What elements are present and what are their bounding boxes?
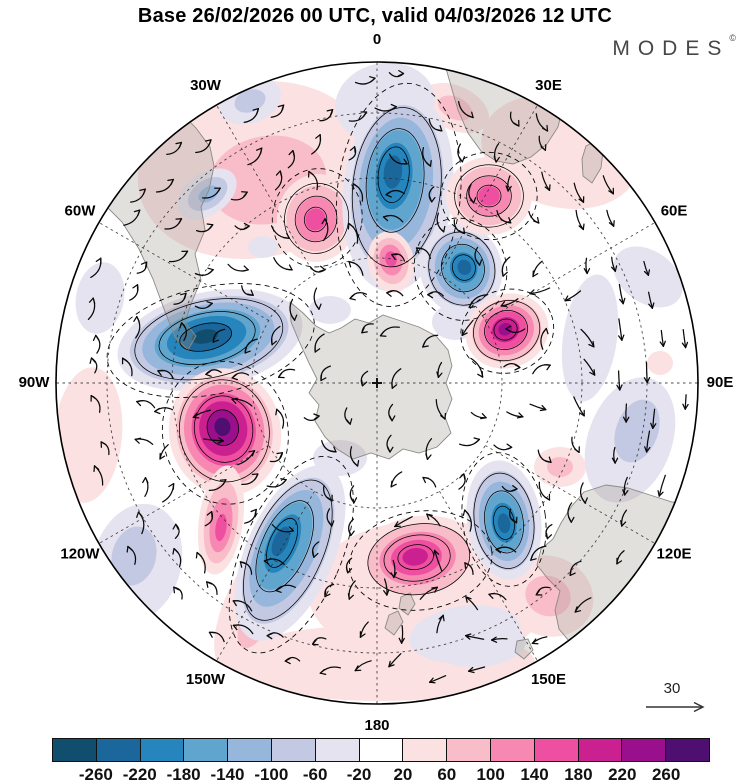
- colorbar-cell-10: [490, 739, 535, 761]
- land-antarctica: [289, 300, 453, 460]
- longitude-label-150W: 150W: [186, 671, 226, 688]
- map-rim: [55, 61, 699, 705]
- longitude-label-30E: 30E: [535, 77, 562, 94]
- colorbar-tick: 60: [437, 765, 457, 783]
- colorbar-tick: -180: [166, 765, 201, 783]
- longitude-label-90E: 90E: [707, 374, 734, 391]
- copyright-mark: ©: [729, 33, 736, 43]
- modes-logo: MODES©: [612, 33, 736, 61]
- colorbar-tick: 180: [564, 765, 593, 783]
- colorbar: [52, 738, 710, 762]
- colorbar-cell-3: [184, 739, 229, 761]
- colorbar-cell-7: [359, 739, 404, 761]
- colorbar-tick: -60: [302, 765, 328, 783]
- colorbar-tick: 20: [393, 765, 413, 783]
- colorbar-cell-8: [403, 739, 448, 761]
- longitude-label-150E: 150E: [531, 671, 566, 688]
- reference-vector-label: 30: [664, 680, 681, 697]
- colorbar-tick: 260: [651, 765, 681, 783]
- colorbar-cell-1: [96, 739, 141, 761]
- colorbar-cell-6: [315, 739, 360, 761]
- colorbar-cell-12: [578, 739, 623, 761]
- colorbar-tick: -220: [122, 765, 157, 783]
- modes-logo-text: MODES: [612, 37, 730, 60]
- colorbar-cell-5: [271, 739, 316, 761]
- land-new-zealand-south: [384, 610, 404, 636]
- colorbar-tick: 100: [476, 765, 505, 783]
- land-tasmania: [514, 638, 534, 660]
- map-interior: [56, 62, 698, 704]
- colorbar-cell-11: [534, 739, 579, 761]
- pole-marker: [372, 378, 382, 388]
- colorbar-cell-2: [140, 739, 185, 761]
- longitude-labels: 0 30E 60E 90E 120E 150E 180 150W 120W 90W 60W 30W: [19, 31, 734, 732]
- colorbar-tick: -100: [254, 765, 289, 783]
- reference-vector: 30: [646, 680, 705, 713]
- wind-arrows: [87, 69, 689, 684]
- colorbar-tick: -140: [210, 765, 245, 783]
- colorbar-cell-14: [666, 739, 709, 761]
- colorbar-tick: 220: [608, 765, 637, 783]
- colorbar-tick-labels: -260 -220 -180 -140 -100 -60 -20 20 60 100 140 180 2…: [52, 765, 710, 783]
- colorbar-tick: -20: [346, 765, 372, 783]
- colorbar-cell-0: [53, 739, 97, 761]
- colorbar-cell-9: [447, 739, 491, 761]
- graticule: [56, 62, 698, 704]
- longitude-label-30W: 30W: [190, 77, 222, 94]
- longitude-label-90W: 90W: [19, 374, 51, 391]
- chart-title: Base 26/02/2026 00 UTC, valid 04/03/2026…: [137, 5, 613, 27]
- polar-map-svg: 0 30E 60E 90E 120E 150E 180 150W 120W 90W 60W 30W 30: [19, 31, 734, 732]
- colorbar-cell-4: [228, 739, 272, 761]
- longitude-label-60E: 60E: [661, 202, 688, 219]
- longitude-label-120W: 120W: [60, 545, 100, 562]
- colorbar-tick: -260: [78, 765, 113, 783]
- colorbar-cell-13: [622, 739, 667, 761]
- colorbar-tick: 140: [520, 765, 549, 783]
- longitude-label-180: 180: [364, 717, 389, 732]
- longitude-label-120E: 120E: [657, 545, 692, 562]
- longitude-label-60W: 60W: [65, 202, 97, 219]
- longitude-label-0: 0: [373, 31, 381, 48]
